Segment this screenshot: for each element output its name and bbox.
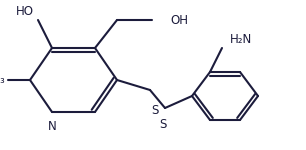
Text: HO: HO [16,5,34,18]
Text: S: S [152,103,159,117]
Text: OH: OH [170,14,188,27]
Text: CH₃: CH₃ [0,75,5,85]
Text: S: S [159,118,167,131]
Text: N: N [48,120,56,133]
Text: H₂N: H₂N [230,33,252,46]
